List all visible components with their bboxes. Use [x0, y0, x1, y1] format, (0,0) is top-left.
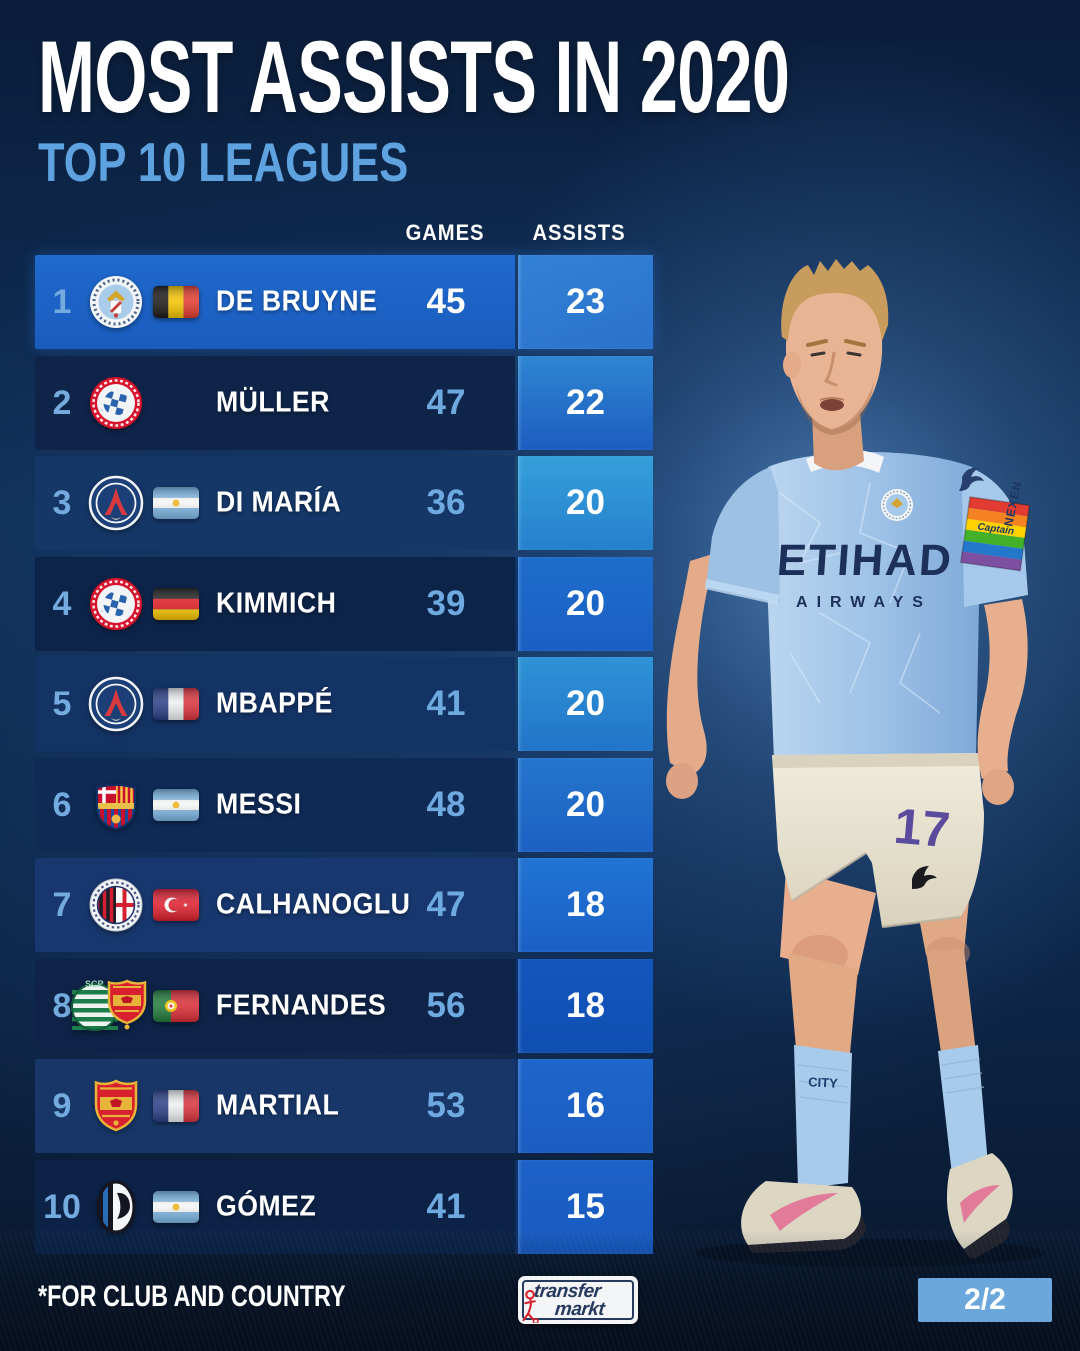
page-title: MOST ASSISTS IN 2020 — [38, 20, 790, 134]
games-value: 41 — [426, 1187, 466, 1226]
page-indicator-text: 2/2 — [964, 1283, 1006, 1316]
club-badges-sporting-and-manchester-united: SCP — [69, 977, 157, 1035]
footnote: *FOR CLUB AND COUNTRY — [38, 1280, 346, 1313]
player-name: MÜLLER — [216, 386, 330, 419]
assists-value: 18 — [515, 858, 653, 952]
club-badge-atalanta — [95, 1179, 137, 1235]
table-row: 8 SCP FERNANDES 56 18 — [35, 959, 653, 1053]
games-value: 53 — [426, 1086, 466, 1125]
flag-portugal — [153, 990, 199, 1022]
flag-france — [153, 1090, 199, 1122]
table-row: 3 DI MARÍA 36 20 — [35, 456, 653, 550]
club-badge-manchester-united — [107, 979, 147, 1030]
rank-label: 5 — [52, 684, 72, 723]
club-badge-manchester-city — [88, 274, 144, 330]
table-row: 4 KIMMICH 39 20 — [35, 557, 653, 651]
player-name: FERNANDES — [216, 989, 387, 1022]
assists-value: 20 — [515, 456, 653, 550]
player-name: CALHANOGLU — [216, 888, 411, 921]
player-photo-kevin-de-bruyne: CITY Captain NEXEN ETIHAD AIR — [666, 259, 1045, 1267]
rank-label: 8 — [52, 986, 72, 1025]
flag-argentina — [153, 487, 199, 519]
svg-text:AIRWAYS: AIRWAYS — [796, 594, 932, 611]
assists-value: 23 — [515, 255, 653, 349]
assists-value: 20 — [515, 557, 653, 651]
player-name: KIMMICH — [216, 587, 337, 620]
assists-value: 20 — [515, 758, 653, 852]
rank-label: 7 — [52, 885, 72, 924]
table-row: 5 MBAPPÉ 41 20 — [35, 657, 653, 751]
puma-logo-icon — [912, 866, 937, 889]
table-row: 6 MESSI 48 20 — [35, 758, 653, 852]
rank-label: 3 — [52, 483, 72, 522]
transfermarkt-logo-border — [522, 1280, 634, 1320]
player-name: MARTIAL — [216, 1089, 340, 1122]
rank-label: 10 — [43, 1187, 81, 1226]
flag-belgium — [153, 286, 199, 318]
flag-turkey — [153, 889, 199, 921]
transfermarkt-logo: transfer markt — [518, 1276, 638, 1324]
assists-value: 20 — [515, 657, 653, 751]
games-value: 56 — [426, 986, 466, 1025]
column-header-assists: ASSISTS — [532, 220, 626, 245]
games-value: 39 — [426, 584, 466, 623]
rank-label: 9 — [52, 1086, 72, 1125]
club-badge-manchester-united — [88, 1078, 144, 1134]
rank-label: 1 — [52, 282, 72, 321]
jersey-crest-icon — [881, 489, 913, 521]
club-badge-ac-milan — [88, 877, 144, 933]
games-value: 36 — [426, 483, 466, 522]
player-name: DE BRUYNE — [216, 285, 378, 318]
player-name: MESSI — [216, 788, 302, 821]
club-badge-barcelona — [88, 777, 144, 833]
club-badge-bayern-munich — [88, 375, 144, 431]
games-value: 48 — [426, 785, 466, 824]
games-value: 47 — [426, 383, 466, 422]
club-badge-sporting-cp: SCP — [71, 979, 119, 1031]
svg-text:SCP: SCP — [85, 979, 104, 989]
player-name: GÓMEZ — [216, 1190, 317, 1223]
transfermarkt-figure-icon — [522, 1289, 539, 1323]
flag-france — [153, 688, 199, 720]
assists-value: 18 — [515, 959, 653, 1053]
page-subtitle: TOP 10 LEAGUES — [38, 131, 409, 193]
player-name: MBAPPÉ — [216, 687, 333, 720]
flag-germany — [153, 588, 199, 620]
assists-value: 16 — [515, 1059, 653, 1153]
svg-text:CITY: CITY — [808, 1074, 839, 1091]
flag-argentina — [153, 789, 199, 821]
flag-argentina — [153, 1191, 199, 1223]
column-header-games: GAMES — [405, 220, 485, 245]
games-value: 47 — [426, 885, 466, 924]
club-badge-psg — [88, 676, 144, 732]
transfermarkt-wordmark-bottom: markt — [553, 1299, 606, 1320]
club-badge-bayern-munich — [88, 576, 144, 632]
table-row: 2 MÜLLER 47 22 — [35, 356, 653, 450]
rank-label: 4 — [52, 584, 72, 623]
table-row: 9 MARTIAL 53 16 — [35, 1059, 653, 1153]
games-value: 41 — [426, 684, 466, 723]
table-row: 7 CALHANOGLU 47 18 — [35, 858, 653, 952]
svg-text:ETIHAD: ETIHAD — [775, 536, 954, 585]
rank-label: 2 — [52, 383, 72, 422]
player-name: DI MARÍA — [216, 486, 342, 519]
club-badge-psg — [88, 475, 144, 531]
svg-text:17: 17 — [892, 798, 952, 859]
assists-value: 22 — [515, 356, 653, 450]
page-indicator-badge: 2/2 — [918, 1278, 1052, 1322]
games-value: 45 — [426, 282, 466, 321]
svg-text:Captain: Captain — [977, 521, 1015, 537]
rank-label: 6 — [52, 785, 72, 824]
table-row: 1 DE BRUYNE 45 23 — [35, 255, 653, 349]
puma-logo-icon — [959, 467, 984, 491]
